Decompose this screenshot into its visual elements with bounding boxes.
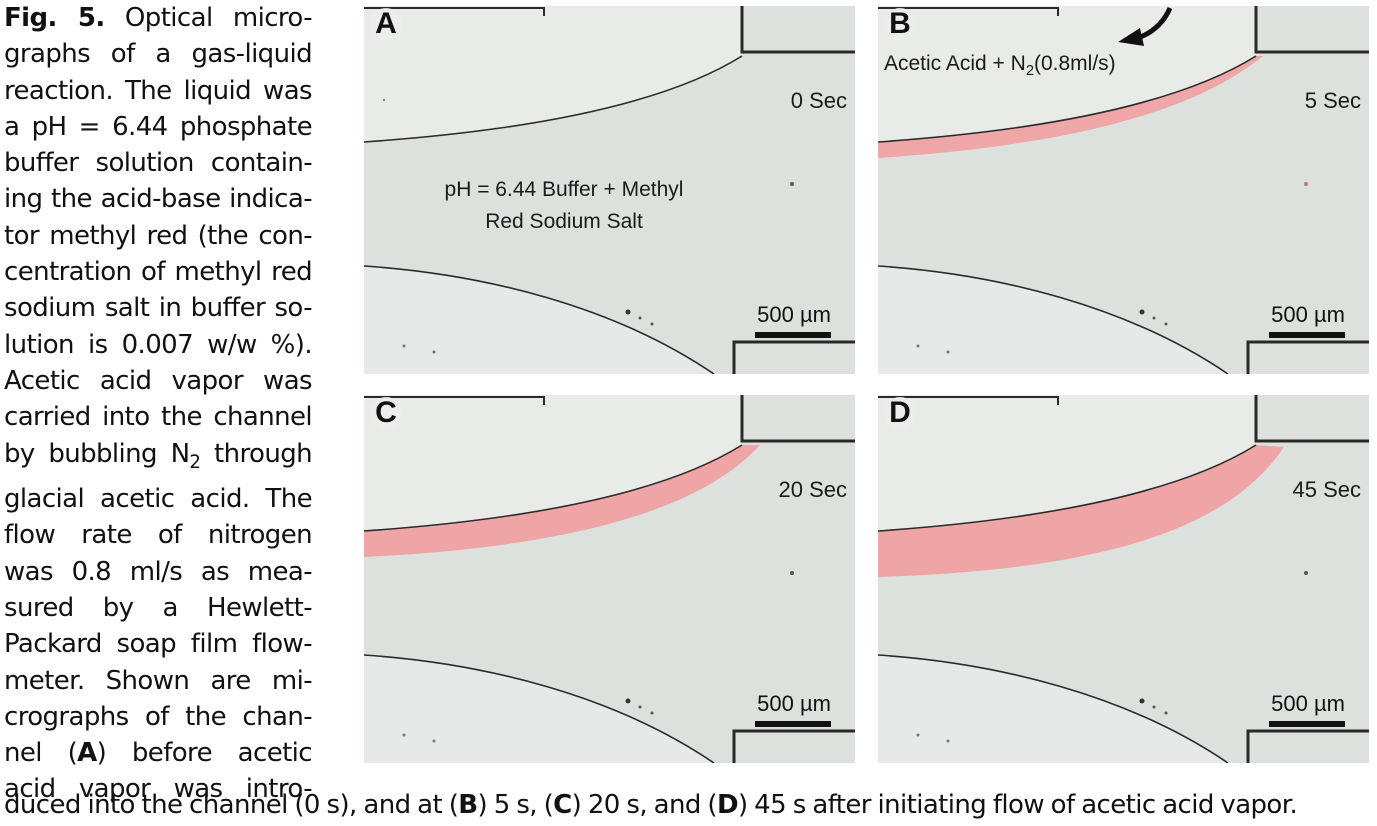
scale-bar (755, 332, 831, 338)
buffer-annotation: pH = 6.44 Buffer + Methyl Red Sodium Sal… (444, 178, 684, 233)
caption-line: tor methyl red (the con- (4, 220, 313, 251)
time-label: 45 Sec (1292, 477, 1362, 502)
gas-flow-annotation: Acetic Acid + N2(0.8ml/s) (884, 52, 1116, 80)
caption-line: nel (A) before acetic (4, 738, 313, 769)
time-label: 5 Sec (1304, 88, 1361, 113)
caption-line: buffer solution contain- (4, 148, 313, 179)
caption-line: reaction. The liquid was (4, 75, 313, 106)
caption-line: graphs of a gas-liquid (4, 39, 313, 70)
scale-bar-label: 500 µm (1271, 302, 1345, 327)
caption-line: acid vapor was intro- (4, 774, 313, 805)
caption-line: by bubbling N2 through (4, 438, 313, 473)
time-label: 20 Sec (778, 477, 848, 502)
channel-drawing (364, 6, 855, 374)
figure-label: Fig. 5. (4, 3, 105, 33)
scale-bar (1269, 332, 1345, 338)
scale-bar (755, 721, 831, 727)
channel-drawing (878, 6, 1369, 374)
micrograph-panel-a: A 0 Sec pH = 6.44 Buffer + Methyl Red So… (364, 6, 855, 374)
channel-drawing (878, 395, 1369, 763)
caption-line: flow rate of nitrogen (4, 520, 313, 551)
caption-line: Packard soap film flow- (4, 629, 313, 660)
scale-bar-label: 500 µm (1271, 691, 1345, 716)
caption-line: was 0.8 ml/s as mea- (4, 556, 313, 587)
caption-line: carried into the channel (4, 402, 313, 433)
scale-bar-label: 500 µm (757, 691, 831, 716)
caption-line: crographs of the chan- (4, 701, 313, 732)
caption-line: Fig. 5. Optical micro- (4, 3, 313, 33)
caption-line: sured by a Hewlett- (4, 592, 313, 623)
panel-label: A (370, 8, 402, 40)
channel-drawing (364, 395, 855, 763)
scale-bar (1269, 721, 1345, 727)
panel-label: B (884, 8, 916, 40)
scale-bar-label: 500 µm (757, 302, 831, 327)
caption-line: a pH = 6.44 phosphate (4, 111, 313, 142)
micrograph-panel-c: C 20 Sec 500 µm (364, 395, 855, 763)
caption-line: ing the acid-base indica- (4, 184, 313, 215)
caption-line: lution is 0.007 w/w %). (4, 329, 313, 360)
caption-bottom-line: duced into the channel (0 s), and at (B)… (4, 790, 1298, 820)
caption-line: meter. Shown are mi- (4, 665, 313, 696)
caption-line: centration of methyl red (4, 257, 313, 288)
panel-label: D (884, 397, 916, 429)
caption-line: sodium salt in buffer so- (4, 293, 313, 324)
panel-label: C (370, 397, 402, 429)
caption-line: glacial acetic acid. The (4, 484, 313, 515)
figure-caption: Fig. 5. Optical micro- graphs of a gas-l… (4, 0, 313, 808)
micrograph-panel-b: B Acetic Acid + N2(0.8ml/s) 5 Sec 500 µm (878, 6, 1369, 374)
micrograph-panel-d: D 45 Sec 500 µm (878, 395, 1369, 763)
time-label: 0 Sec (790, 88, 847, 113)
caption-line: Acetic acid vapor was (4, 365, 313, 396)
